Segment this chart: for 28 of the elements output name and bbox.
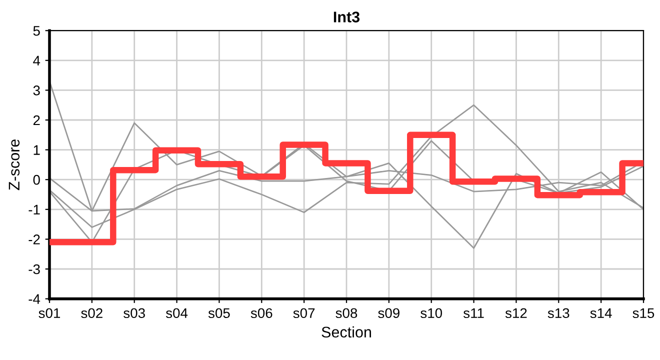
- x-tick-label: s05: [208, 308, 230, 318]
- y-tick-label: -4: [28, 294, 40, 304]
- y-tick-label: 2: [33, 115, 40, 126]
- x-tick-label: s03: [124, 308, 145, 318]
- y-tick-label: -3: [28, 264, 40, 274]
- x-tick-label: s15: [632, 308, 654, 318]
- y-tick-label: -1: [28, 204, 40, 214]
- y-tick-label: 5: [33, 26, 40, 36]
- y-tick-label: 1: [34, 145, 40, 155]
- chart-title: Int3: [334, 12, 360, 22]
- x-tick-label: s11: [463, 308, 484, 318]
- x-tick-label: s04: [166, 308, 188, 318]
- x-tick-label: s13: [548, 308, 570, 318]
- y-tick-label: 0: [33, 174, 40, 185]
- y-axis-title: Z-score: [8, 139, 20, 190]
- x-tick-label: s09: [378, 308, 400, 318]
- y-tick-label: 4: [33, 56, 40, 66]
- x-axis-title: Section: [322, 326, 371, 338]
- x-tick-label: s06: [250, 308, 272, 318]
- x-tick-label: s01: [38, 308, 60, 318]
- x-tick-label: s07: [293, 308, 315, 318]
- x-tick-label: s14: [590, 308, 612, 318]
- x-tick-label: s10: [420, 308, 442, 318]
- x-tick-label: s12: [505, 308, 527, 318]
- y-tick-label: -2: [28, 234, 40, 244]
- y-tick-label: 3: [33, 86, 40, 96]
- x-tick-label: s02: [81, 308, 102, 318]
- x-tick-label: s08: [336, 308, 358, 318]
